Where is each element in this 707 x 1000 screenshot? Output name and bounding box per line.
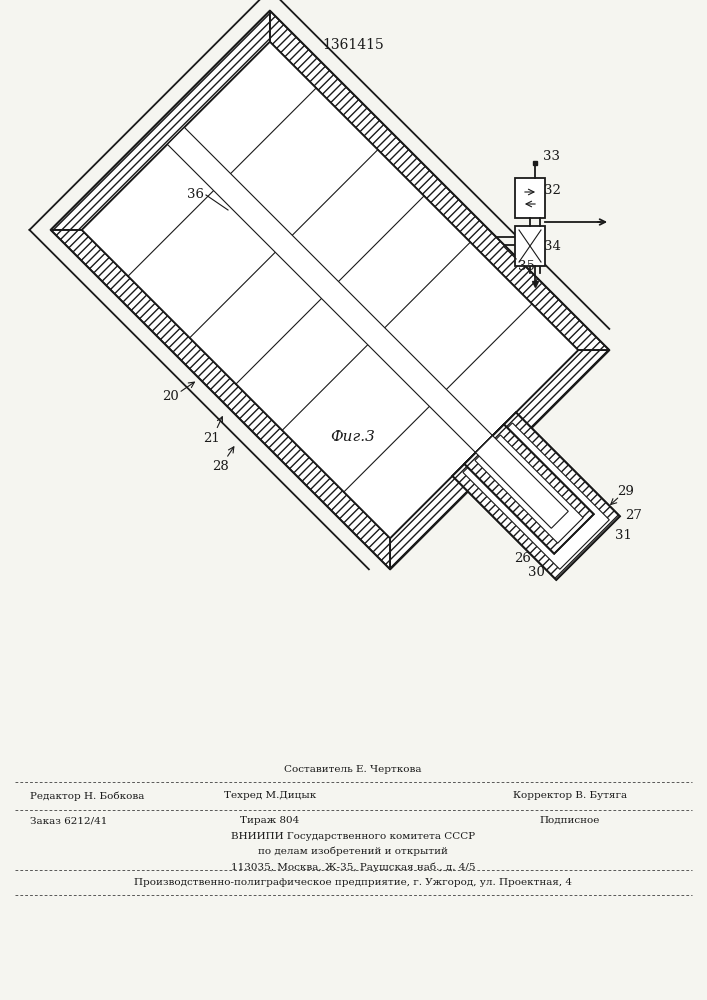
Text: 29: 29 [617,485,634,498]
Polygon shape [270,11,609,350]
Text: 34: 34 [544,239,561,252]
Text: по делам изобретений и открытий: по делам изобретений и открытий [258,847,448,856]
Text: Фиг.3: Фиг.3 [331,430,375,444]
Polygon shape [464,424,594,554]
Polygon shape [51,230,390,569]
Text: Тираж 804: Тираж 804 [240,816,300,825]
Text: 30: 30 [528,566,545,579]
Text: Производственно-полиграфическое предприятие, г. Ужгород, ул. Проектная, 4: Производственно-полиграфическое предприя… [134,878,572,887]
Polygon shape [515,226,545,266]
Polygon shape [82,42,578,538]
Polygon shape [51,11,270,230]
Polygon shape [515,178,545,218]
Text: 1361415: 1361415 [322,38,384,52]
Polygon shape [390,350,609,569]
Text: Подписное: Подписное [540,816,600,825]
Polygon shape [463,423,609,569]
Text: Корректор В. Бутяга: Корректор В. Бутяга [513,792,627,800]
Polygon shape [476,436,568,528]
Text: Заказ 6212/41: Заказ 6212/41 [30,816,107,825]
Text: ВНИИПИ Государственного комитета СССР: ВНИИПИ Государственного комитета СССР [231,832,475,841]
Text: Составитель Е. Черткова: Составитель Е. Черткова [284,765,422,774]
Text: Техред М.Дицык: Техред М.Дицык [224,792,316,800]
Text: 36: 36 [187,188,204,202]
Polygon shape [452,412,620,580]
Text: 28: 28 [211,460,228,473]
Text: 32: 32 [544,184,561,196]
Text: 113035, Москва, Ж-35, Раушская наб., д. 4/5: 113035, Москва, Ж-35, Раушская наб., д. … [230,862,475,871]
Polygon shape [168,127,519,479]
Text: 20: 20 [163,390,179,403]
Text: 33: 33 [544,149,561,162]
Text: 35: 35 [518,260,534,273]
Text: 21: 21 [203,432,219,445]
Text: 31: 31 [614,529,631,542]
Text: Редактор Н. Бобкова: Редактор Н. Бобкова [30,791,144,801]
Text: 26: 26 [514,552,531,565]
Text: 27: 27 [625,509,642,522]
Polygon shape [475,435,583,543]
